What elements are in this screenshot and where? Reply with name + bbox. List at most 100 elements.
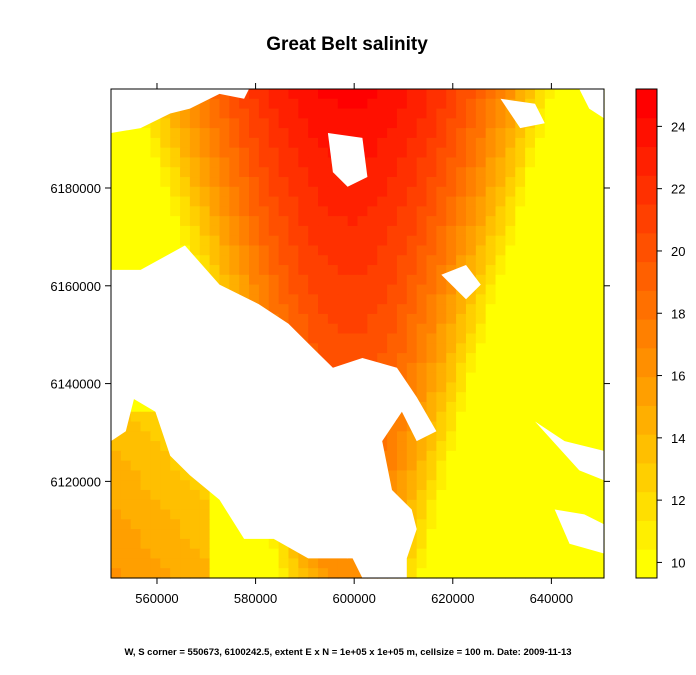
heatmap-cell: [436, 431, 447, 442]
heatmap-cell: [416, 353, 428, 364]
heatmap-cell: [495, 89, 506, 100]
heatmap-cell: [534, 470, 546, 481]
heatmap-cell: [544, 157, 556, 168]
colorbar-frame: [635, 88, 658, 579]
heatmap-cell: [130, 225, 142, 237]
heatmap-cell: [111, 489, 122, 501]
heatmap-cell: [426, 333, 437, 344]
heatmap-cell: [160, 489, 171, 501]
land-area: [332, 509, 358, 559]
heatmap-cell: [584, 558, 595, 569]
heatmap-cell: [436, 177, 447, 188]
heatmap-cell: [377, 245, 388, 256]
heatmap-cell: [416, 98, 428, 110]
heatmap-cell: [288, 284, 299, 295]
heatmap-cell: [574, 108, 585, 119]
heatmap-cell: [446, 489, 457, 501]
heatmap-cell: [367, 118, 378, 129]
heatmap-cell: [406, 98, 418, 110]
heatmap-cell: [485, 128, 497, 139]
heatmap-cell: [485, 421, 497, 432]
heatmap-cell: [239, 225, 250, 237]
heatmap-cell: [140, 255, 152, 266]
heatmap-cell: [446, 255, 457, 266]
heatmap-cell: [446, 480, 457, 491]
heatmap-cell: [258, 167, 270, 178]
heatmap-cell: [534, 245, 546, 256]
heatmap-cell: [426, 558, 437, 569]
heatmap-cell: [544, 548, 556, 560]
heatmap-cell: [544, 255, 556, 266]
heatmap-cell: [446, 372, 457, 383]
heatmap-cell: [396, 421, 408, 432]
heatmap-cell: [337, 206, 349, 217]
heatmap-cell: [426, 206, 437, 217]
heatmap-cell: [505, 509, 516, 520]
heatmap-cell: [456, 157, 467, 168]
heatmap-cell: [584, 499, 595, 511]
heatmap-cell: [485, 196, 497, 207]
heatmap-cell: [525, 284, 536, 295]
heatmap-cell: [111, 186, 122, 198]
heatmap-cell: [120, 548, 132, 560]
heatmap-cell: [209, 157, 221, 168]
heatmap-cell: [189, 235, 201, 247]
heatmap-cell: [337, 558, 349, 569]
heatmap-cell: [554, 382, 566, 393]
heatmap-cell: [189, 538, 201, 550]
heatmap-cell: [485, 401, 497, 413]
heatmap-cell: [130, 509, 142, 520]
heatmap-cell: [327, 206, 339, 217]
heatmap-cell: [485, 177, 497, 188]
heatmap-cell: [426, 255, 437, 266]
heatmap-cell: [456, 323, 467, 335]
heatmap-cell: [534, 362, 546, 374]
heatmap-cell: [456, 548, 467, 560]
heatmap-cell: [347, 89, 359, 100]
heatmap-cell: [525, 489, 536, 501]
heatmap-cell: [505, 450, 516, 462]
heatmap-cell: [544, 323, 556, 335]
heatmap-cell: [189, 499, 201, 511]
heatmap-cell: [396, 333, 408, 344]
heatmap-cell: [308, 568, 319, 579]
heatmap-cell: [150, 167, 161, 178]
heatmap-cell: [120, 509, 132, 520]
heatmap-cell: [436, 489, 447, 501]
heatmap-cell: [239, 245, 250, 256]
heatmap-cell: [525, 558, 536, 569]
heatmap-cell: [229, 245, 240, 256]
heatmap-cell: [357, 304, 368, 315]
heatmap-cell: [426, 313, 437, 325]
land-area: [111, 89, 249, 133]
heatmap-cell: [564, 274, 576, 286]
heatmap-cell: [150, 216, 161, 227]
heatmap-cell: [475, 225, 487, 237]
heatmap-cell: [574, 470, 585, 481]
heatmap-cell: [130, 128, 142, 139]
heatmap-cell: [180, 235, 191, 247]
heatmap-cell: [377, 147, 388, 159]
heatmap-cell: [446, 538, 457, 550]
heatmap-cell: [574, 147, 585, 159]
heatmap-cell: [505, 372, 516, 383]
heatmap-cell: [189, 167, 201, 178]
heatmap-cell: [249, 294, 260, 305]
heatmap-cell: [160, 186, 171, 198]
heatmap-cell: [554, 128, 566, 139]
heatmap-cell: [367, 235, 378, 247]
heatmap-cell: [140, 441, 152, 452]
heatmap-cell: [229, 108, 240, 119]
heatmap-cell: [475, 362, 487, 374]
heatmap-cell: [495, 128, 506, 139]
heatmap-cell: [564, 89, 576, 100]
heatmap-cell: [268, 118, 280, 129]
heatmap-cell: [377, 177, 388, 188]
heatmap-cell: [111, 470, 122, 481]
heatmap-cell: [485, 470, 497, 481]
heatmap-cell: [111, 177, 122, 188]
heatmap-cell: [505, 519, 516, 530]
heatmap-cell: [475, 118, 487, 129]
heatmap-cell: [308, 137, 319, 149]
heatmap-cell: [406, 196, 418, 207]
